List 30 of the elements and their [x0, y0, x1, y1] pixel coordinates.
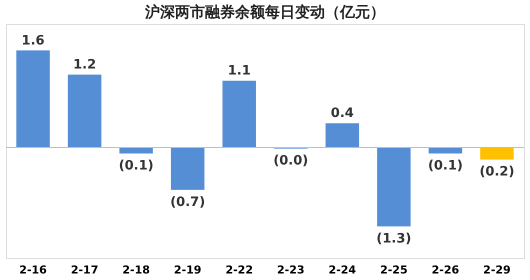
data-label: (0.1): [118, 158, 154, 174]
x-tick-label: 2-23: [277, 264, 305, 276]
data-label: 1.1: [228, 64, 251, 79]
x-tick-label: 2-29: [483, 264, 511, 276]
x-tick-label: 2-19: [174, 264, 202, 276]
x-tick-label: 2-18: [122, 264, 150, 276]
x-tick-label: 2-16: [19, 264, 48, 276]
x-tick-label: 2-22: [225, 264, 253, 276]
bar: [68, 74, 102, 148]
data-label: (0.1): [428, 158, 463, 174]
bar: [119, 147, 153, 154]
bar: [428, 147, 462, 154]
data-label: 1.6: [22, 33, 45, 48]
chart-title: 沪深两市融券余额每日变动（亿元）: [144, 3, 385, 21]
x-tick-label: 2-26: [432, 264, 460, 276]
bar: [16, 50, 50, 148]
x-tick-label: 2-25: [380, 264, 408, 276]
x-tick-label: 2-17: [70, 264, 98, 276]
data-label: 0.4: [330, 106, 354, 122]
bar: [326, 123, 360, 148]
x-tick-label: 2-24: [328, 264, 356, 276]
bar: [377, 147, 411, 226]
bar: [170, 147, 204, 190]
bar: [222, 80, 256, 148]
data-label: 1.2: [73, 58, 96, 73]
data-label: (0.0): [273, 154, 308, 169]
bar: [480, 147, 514, 160]
data-label: (1.3): [376, 231, 412, 246]
data-label: (0.2): [479, 164, 514, 180]
data-label: (0.7): [170, 194, 206, 210]
